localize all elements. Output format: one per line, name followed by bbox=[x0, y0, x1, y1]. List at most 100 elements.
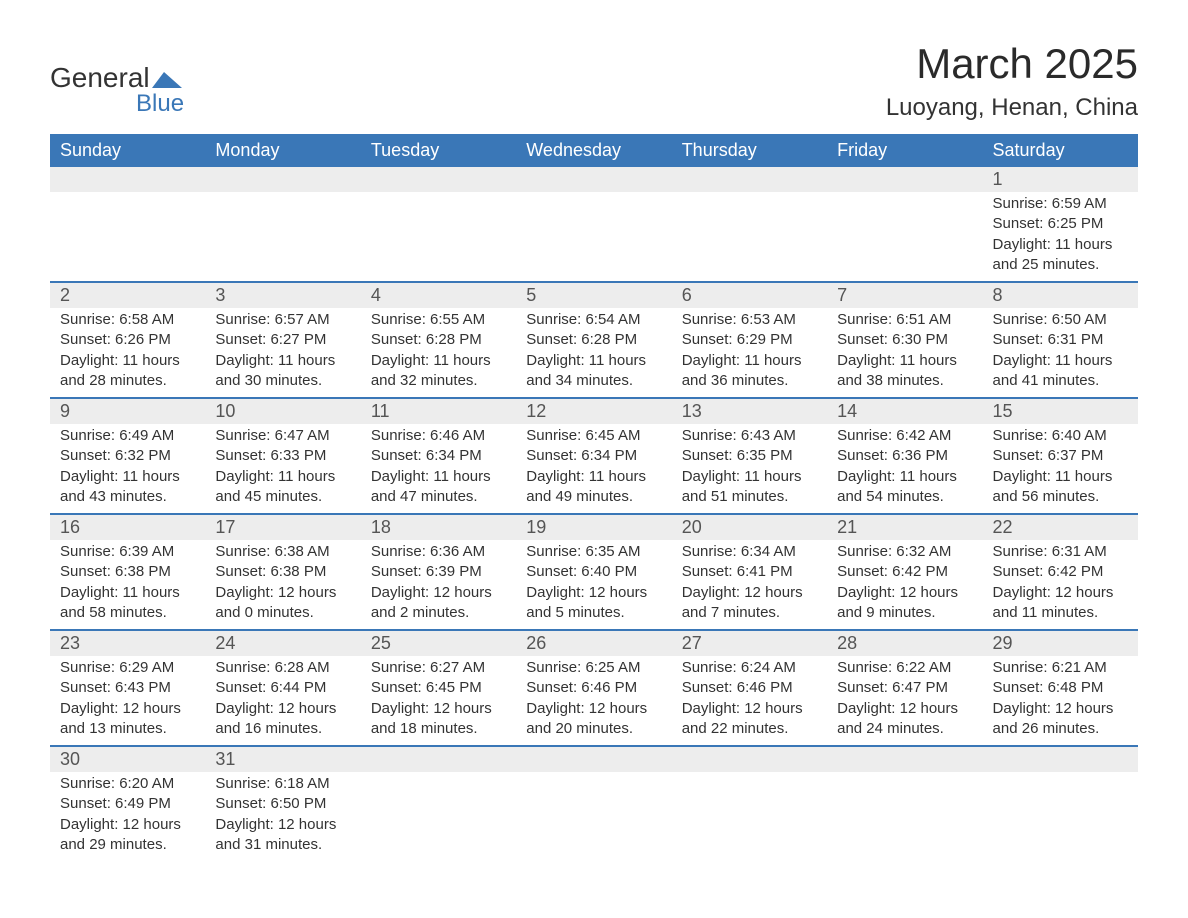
day-number: 24 bbox=[205, 631, 360, 656]
sunset-text: Sunset: 6:45 PM bbox=[371, 678, 506, 698]
day-body bbox=[205, 192, 360, 220]
day-body: Sunrise: 6:32 AMSunset: 6:42 PMDaylight:… bbox=[827, 540, 982, 629]
calendar-day-cell: 29Sunrise: 6:21 AMSunset: 6:48 PMDayligh… bbox=[983, 630, 1138, 746]
day-body: Sunrise: 6:18 AMSunset: 6:50 PMDaylight:… bbox=[205, 772, 360, 861]
day-number: 16 bbox=[50, 515, 205, 540]
calendar-day-cell bbox=[361, 746, 516, 861]
daylight-text: Daylight: 11 hours and 25 minutes. bbox=[993, 235, 1128, 276]
daylight-text: Daylight: 11 hours and 47 minutes. bbox=[371, 467, 506, 508]
day-body: Sunrise: 6:22 AMSunset: 6:47 PMDaylight:… bbox=[827, 656, 982, 745]
sunset-text: Sunset: 6:42 PM bbox=[837, 562, 972, 582]
day-number: 12 bbox=[516, 399, 671, 424]
sunrise-text: Sunrise: 6:53 AM bbox=[682, 310, 817, 330]
calendar-day-cell: 20Sunrise: 6:34 AMSunset: 6:41 PMDayligh… bbox=[672, 514, 827, 630]
calendar-day-cell: 21Sunrise: 6:32 AMSunset: 6:42 PMDayligh… bbox=[827, 514, 982, 630]
day-body: Sunrise: 6:42 AMSunset: 6:36 PMDaylight:… bbox=[827, 424, 982, 513]
day-number bbox=[361, 747, 516, 772]
sunset-text: Sunset: 6:37 PM bbox=[993, 446, 1128, 466]
day-of-week-header: Wednesday bbox=[516, 134, 671, 167]
daylight-text: Daylight: 12 hours and 22 minutes. bbox=[682, 699, 817, 740]
calendar-day-cell: 24Sunrise: 6:28 AMSunset: 6:44 PMDayligh… bbox=[205, 630, 360, 746]
sunset-text: Sunset: 6:38 PM bbox=[215, 562, 350, 582]
day-number: 6 bbox=[672, 283, 827, 308]
calendar-week-row: 30Sunrise: 6:20 AMSunset: 6:49 PMDayligh… bbox=[50, 746, 1138, 861]
sunset-text: Sunset: 6:25 PM bbox=[993, 214, 1128, 234]
day-body: Sunrise: 6:27 AMSunset: 6:45 PMDaylight:… bbox=[361, 656, 516, 745]
day-number bbox=[516, 167, 671, 192]
day-of-week-header: Thursday bbox=[672, 134, 827, 167]
day-number bbox=[205, 167, 360, 192]
calendar-day-cell: 14Sunrise: 6:42 AMSunset: 6:36 PMDayligh… bbox=[827, 398, 982, 514]
sunset-text: Sunset: 6:48 PM bbox=[993, 678, 1128, 698]
day-number bbox=[983, 747, 1138, 772]
calendar-day-cell: 12Sunrise: 6:45 AMSunset: 6:34 PMDayligh… bbox=[516, 398, 671, 514]
daylight-text: Daylight: 11 hours and 45 minutes. bbox=[215, 467, 350, 508]
day-body: Sunrise: 6:51 AMSunset: 6:30 PMDaylight:… bbox=[827, 308, 982, 397]
sunset-text: Sunset: 6:30 PM bbox=[837, 330, 972, 350]
sunset-text: Sunset: 6:32 PM bbox=[60, 446, 195, 466]
sunrise-text: Sunrise: 6:39 AM bbox=[60, 542, 195, 562]
sunset-text: Sunset: 6:47 PM bbox=[837, 678, 972, 698]
calendar-week-row: 1Sunrise: 6:59 AMSunset: 6:25 PMDaylight… bbox=[50, 167, 1138, 282]
day-number: 29 bbox=[983, 631, 1138, 656]
day-number: 4 bbox=[361, 283, 516, 308]
day-number: 13 bbox=[672, 399, 827, 424]
sunrise-text: Sunrise: 6:51 AM bbox=[837, 310, 972, 330]
sunrise-text: Sunrise: 6:49 AM bbox=[60, 426, 195, 446]
calendar-day-cell bbox=[205, 167, 360, 282]
calendar-day-cell: 23Sunrise: 6:29 AMSunset: 6:43 PMDayligh… bbox=[50, 630, 205, 746]
day-number: 28 bbox=[827, 631, 982, 656]
sunset-text: Sunset: 6:46 PM bbox=[682, 678, 817, 698]
daylight-text: Daylight: 11 hours and 56 minutes. bbox=[993, 467, 1128, 508]
day-of-week-header: Tuesday bbox=[361, 134, 516, 167]
sunrise-text: Sunrise: 6:22 AM bbox=[837, 658, 972, 678]
daylight-text: Daylight: 11 hours and 41 minutes. bbox=[993, 351, 1128, 392]
sunset-text: Sunset: 6:34 PM bbox=[526, 446, 661, 466]
day-body: Sunrise: 6:53 AMSunset: 6:29 PMDaylight:… bbox=[672, 308, 827, 397]
sunrise-text: Sunrise: 6:47 AM bbox=[215, 426, 350, 446]
daylight-text: Daylight: 11 hours and 32 minutes. bbox=[371, 351, 506, 392]
calendar-day-cell: 25Sunrise: 6:27 AMSunset: 6:45 PMDayligh… bbox=[361, 630, 516, 746]
sunrise-text: Sunrise: 6:59 AM bbox=[993, 194, 1128, 214]
sunrise-text: Sunrise: 6:24 AM bbox=[682, 658, 817, 678]
sunset-text: Sunset: 6:42 PM bbox=[993, 562, 1128, 582]
day-number bbox=[516, 747, 671, 772]
daylight-text: Daylight: 12 hours and 0 minutes. bbox=[215, 583, 350, 624]
daylight-text: Daylight: 12 hours and 7 minutes. bbox=[682, 583, 817, 624]
page-title: March 2025 bbox=[886, 40, 1138, 88]
day-number: 23 bbox=[50, 631, 205, 656]
day-body: Sunrise: 6:34 AMSunset: 6:41 PMDaylight:… bbox=[672, 540, 827, 629]
calendar-day-cell: 1Sunrise: 6:59 AMSunset: 6:25 PMDaylight… bbox=[983, 167, 1138, 282]
sunset-text: Sunset: 6:44 PM bbox=[215, 678, 350, 698]
day-number: 17 bbox=[205, 515, 360, 540]
calendar-week-row: 23Sunrise: 6:29 AMSunset: 6:43 PMDayligh… bbox=[50, 630, 1138, 746]
sunrise-text: Sunrise: 6:35 AM bbox=[526, 542, 661, 562]
day-body: Sunrise: 6:45 AMSunset: 6:34 PMDaylight:… bbox=[516, 424, 671, 513]
sunrise-text: Sunrise: 6:45 AM bbox=[526, 426, 661, 446]
sunrise-text: Sunrise: 6:36 AM bbox=[371, 542, 506, 562]
day-body bbox=[516, 192, 671, 220]
calendar-day-cell: 10Sunrise: 6:47 AMSunset: 6:33 PMDayligh… bbox=[205, 398, 360, 514]
calendar-day-cell: 13Sunrise: 6:43 AMSunset: 6:35 PMDayligh… bbox=[672, 398, 827, 514]
daylight-text: Daylight: 12 hours and 9 minutes. bbox=[837, 583, 972, 624]
sunrise-text: Sunrise: 6:25 AM bbox=[526, 658, 661, 678]
day-body: Sunrise: 6:21 AMSunset: 6:48 PMDaylight:… bbox=[983, 656, 1138, 745]
sunrise-text: Sunrise: 6:28 AM bbox=[215, 658, 350, 678]
calendar-day-cell bbox=[672, 746, 827, 861]
day-body: Sunrise: 6:24 AMSunset: 6:46 PMDaylight:… bbox=[672, 656, 827, 745]
day-number: 14 bbox=[827, 399, 982, 424]
day-number: 30 bbox=[50, 747, 205, 772]
calendar-day-cell: 6Sunrise: 6:53 AMSunset: 6:29 PMDaylight… bbox=[672, 282, 827, 398]
day-number bbox=[672, 747, 827, 772]
daylight-text: Daylight: 11 hours and 51 minutes. bbox=[682, 467, 817, 508]
day-number: 5 bbox=[516, 283, 671, 308]
day-body bbox=[672, 772, 827, 800]
day-of-week-header: Monday bbox=[205, 134, 360, 167]
day-number: 8 bbox=[983, 283, 1138, 308]
calendar-day-cell: 8Sunrise: 6:50 AMSunset: 6:31 PMDaylight… bbox=[983, 282, 1138, 398]
sunset-text: Sunset: 6:28 PM bbox=[371, 330, 506, 350]
day-body bbox=[361, 192, 516, 220]
calendar-day-cell: 4Sunrise: 6:55 AMSunset: 6:28 PMDaylight… bbox=[361, 282, 516, 398]
daylight-text: Daylight: 12 hours and 29 minutes. bbox=[60, 815, 195, 856]
day-body bbox=[983, 772, 1138, 800]
